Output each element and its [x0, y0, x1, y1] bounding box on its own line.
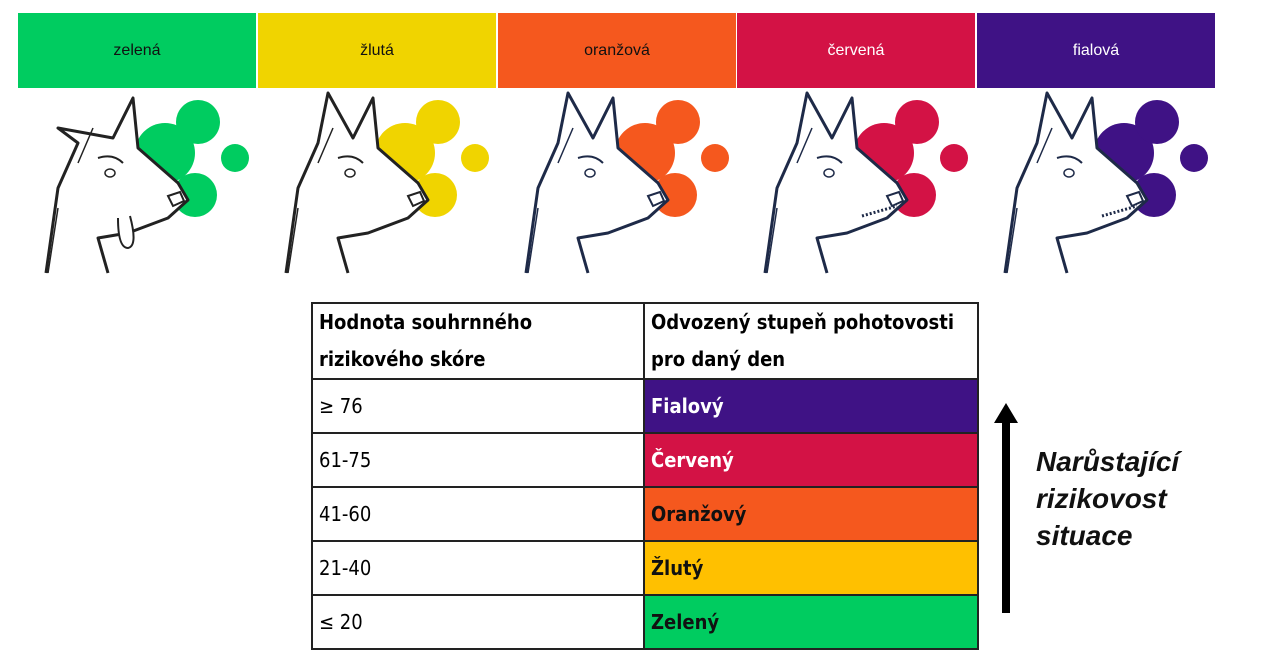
score-cell: ≤ 20 [311, 594, 645, 650]
table-header: Hodnota souhrnného rizikového skóre Odvo… [311, 302, 979, 380]
score-cell: 41-60 [311, 486, 645, 542]
level-band: žlutá [258, 13, 496, 88]
score-cell: 61-75 [311, 432, 645, 488]
score-cell: ≥ 76 [311, 378, 645, 434]
arrow-up-icon [994, 403, 1018, 613]
arrow-label-line: Narůstající [1036, 446, 1180, 477]
dog-illustration [498, 88, 736, 278]
level-band: zelená [18, 13, 256, 88]
table-row: ≥ 76 Fialový [311, 378, 979, 434]
table-row: 21-40 Žlutý [311, 540, 979, 596]
score-cell: 21-40 [311, 540, 645, 596]
table-row: 61-75 Červený [311, 432, 979, 488]
arrow-label-line: situace [1036, 520, 1133, 551]
level-cell: Žlutý [643, 540, 979, 596]
level-band: červená [737, 13, 975, 88]
dog-illustration [258, 88, 496, 278]
table-row: 41-60 Oranžový [311, 486, 979, 542]
level-cell: Červený [643, 432, 979, 488]
arrow-label-line: rizikovost [1036, 483, 1167, 514]
level-band: oranžová [498, 13, 736, 88]
header-level: Odvozený stupeň pohotovosti pro daný den [643, 302, 979, 380]
dog-illustration [18, 88, 256, 278]
level-cell: Oranžový [643, 486, 979, 542]
level-cell: Zelený [643, 594, 979, 650]
risk-table: Hodnota souhrnného rizikového skóre Odvo… [311, 302, 979, 650]
dog-illustration [977, 88, 1215, 278]
header-score: Hodnota souhrnného rizikového skóre [311, 302, 645, 380]
dog-illustration [737, 88, 975, 278]
arrow-label: Narůstající rizikovost situace [1036, 443, 1179, 554]
level-band: fialová [977, 13, 1215, 88]
table-row: ≤ 20 Zelený [311, 594, 979, 650]
level-cell: Fialový [643, 378, 979, 434]
